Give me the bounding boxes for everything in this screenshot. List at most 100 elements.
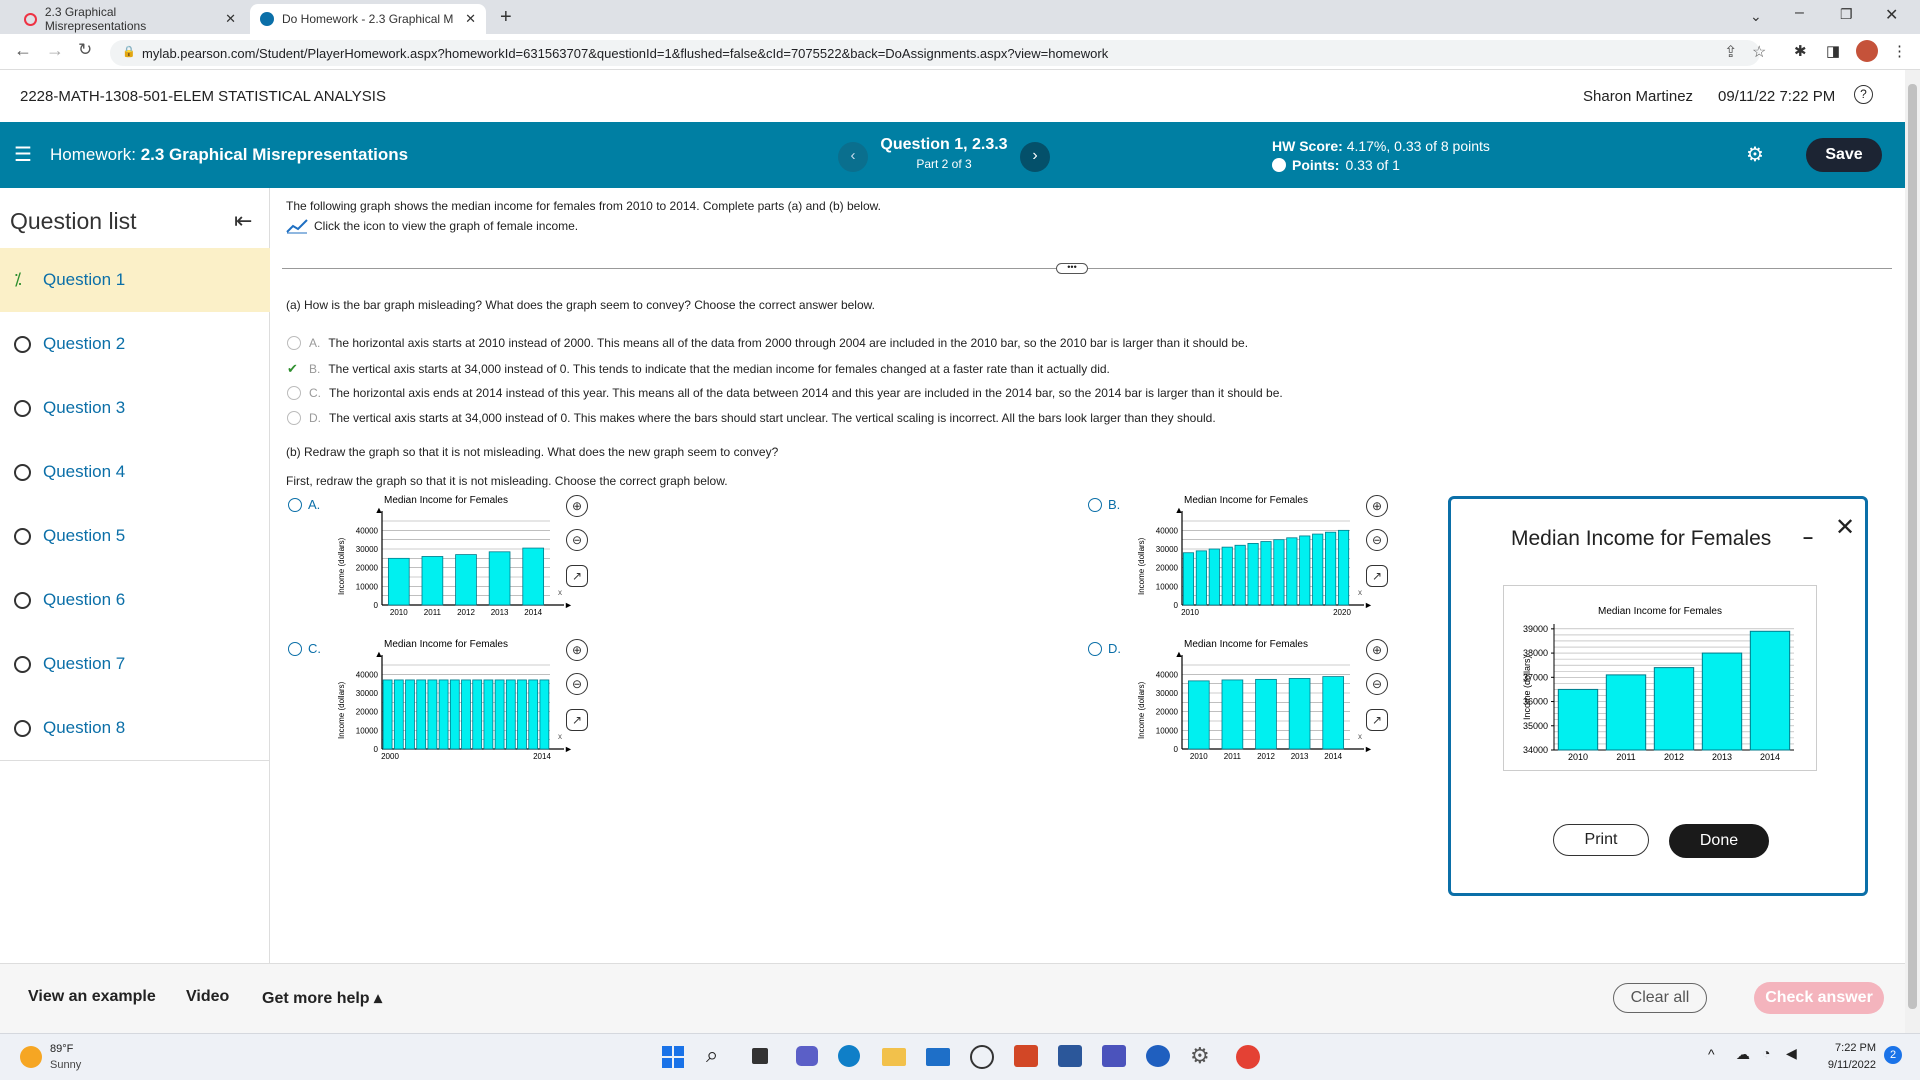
menu-icon[interactable]: ☰	[14, 144, 32, 166]
radio-button[interactable]	[287, 386, 301, 400]
forward-icon[interactable]: →	[46, 40, 64, 60]
tab-search-icon[interactable]: ⌄	[1750, 8, 1762, 24]
expand-handle[interactable]: •••	[1056, 263, 1088, 274]
zoom-out-icon[interactable]: ⊖	[566, 529, 588, 551]
weather-temp[interactable]: 89°F	[50, 1043, 74, 1055]
volume-icon[interactable]: ◀	[1786, 1045, 1797, 1061]
radio-button[interactable]	[1088, 497, 1102, 512]
sidebar-item-question-1[interactable]: ⁒ Question 1	[0, 248, 270, 312]
next-question-button[interactable]: ›	[1020, 142, 1050, 172]
close-icon[interactable]: ✕	[1835, 514, 1856, 541]
restore-icon[interactable]: ❐	[1840, 6, 1853, 22]
settings-gear-icon[interactable]: ⚙	[1746, 144, 1764, 166]
get-help-icon[interactable]	[1146, 1045, 1170, 1067]
search-icon[interactable]: ⌕	[706, 1042, 719, 1067]
correct-check-icon[interactable]: ✔	[287, 361, 298, 376]
weather-desc[interactable]: Sunny	[50, 1059, 82, 1071]
profile-avatar[interactable]	[1856, 40, 1878, 62]
graph-option-d[interactable]: D.	[1088, 641, 1121, 656]
bookmark-star-icon[interactable]: ☆	[1752, 44, 1767, 61]
prev-question-button[interactable]: ‹	[838, 142, 868, 172]
tab-close-icon[interactable]: ✕	[465, 11, 476, 26]
chart-icon[interactable]	[286, 218, 308, 234]
chrome-icon[interactable]	[1236, 1045, 1260, 1069]
sidebar-item-question-2[interactable]: Question 2	[0, 312, 270, 376]
save-button[interactable]: Save	[1806, 138, 1882, 172]
sun-icon[interactable]	[20, 1046, 42, 1068]
zoom-in-icon[interactable]: ⊕	[566, 639, 588, 661]
sidebar-item-question-8[interactable]: Question 8	[0, 696, 270, 760]
print-button[interactable]: Print	[1553, 824, 1649, 856]
url-field[interactable]: 🔒 mylab.pearson.com/Student/PlayerHomewo…	[110, 40, 1760, 66]
done-button[interactable]: Done	[1669, 824, 1769, 858]
graph-link[interactable]: Click the icon to view the graph of fema…	[286, 218, 578, 234]
task-view-icon[interactable]	[752, 1048, 768, 1064]
edge-icon[interactable]	[838, 1045, 860, 1067]
radio-button[interactable]	[288, 641, 302, 656]
graph-option-c[interactable]: C.	[288, 641, 321, 656]
extensions-icon[interactable]: ✱	[1794, 43, 1807, 60]
graph-option-b[interactable]: B.	[1088, 497, 1120, 512]
view-example-link[interactable]: View an example	[28, 988, 156, 1005]
open-new-window-icon[interactable]: ↗	[566, 709, 588, 731]
open-new-window-icon[interactable]: ↗	[1366, 565, 1388, 587]
graph-link-text[interactable]: Click the icon to view the graph of fema…	[314, 219, 579, 233]
sidebar-item-question-6[interactable]: Question 6	[0, 568, 270, 632]
sidepanel-icon[interactable]: ◨	[1826, 43, 1841, 60]
sidebar-item-question-7[interactable]: Question 7	[0, 632, 270, 696]
page-scrollbar[interactable]	[1905, 70, 1920, 1033]
browser-tab[interactable]: 2.3 Graphical Misrepresentations ✕	[14, 4, 246, 34]
user-name[interactable]: Sharon Martinez	[1583, 88, 1694, 105]
radio-button[interactable]	[287, 336, 301, 350]
radio-button[interactable]	[288, 497, 302, 512]
mail-icon[interactable]	[926, 1048, 950, 1066]
minimize-icon[interactable]: –	[1795, 4, 1804, 21]
tab-close-icon[interactable]: ✕	[225, 11, 236, 26]
radio-button[interactable]	[287, 411, 301, 425]
graph-option-a[interactable]: A.	[288, 497, 320, 512]
zoom-out-icon[interactable]: ⊖	[1366, 673, 1388, 695]
video-link[interactable]: Video	[186, 988, 230, 1005]
option-a-a[interactable]: A. The horizontal axis starts at 2010 ins…	[287, 336, 1248, 350]
tray-date[interactable]: 9/11/2022	[1827, 1059, 1876, 1071]
teams-chat-icon[interactable]	[796, 1046, 818, 1066]
onedrive-icon[interactable]: ☁	[1736, 1046, 1750, 1062]
reload-icon[interactable]: ↻	[78, 40, 93, 59]
zoom-in-icon[interactable]: ⊕	[566, 495, 588, 517]
radio-button[interactable]	[1088, 641, 1102, 656]
help-icon[interactable]: ?	[1854, 85, 1873, 104]
option-a-d[interactable]: D. The vertical axis starts at 34,000 ins…	[287, 411, 1216, 425]
minimize-icon[interactable]: –	[1803, 527, 1814, 547]
windows-start-icon[interactable]	[662, 1046, 684, 1068]
browser-menu-icon[interactable]: ⋮	[1892, 43, 1907, 60]
sidebar-item-question-5[interactable]: Question 5	[0, 504, 270, 568]
option-a-c[interactable]: C. The horizontal axis ends at 2014 inste…	[287, 386, 1283, 400]
share-icon[interactable]: ⇪	[1724, 44, 1738, 61]
settings-icon[interactable]: ⚙	[1190, 1043, 1210, 1068]
notification-badge[interactable]: 2	[1884, 1046, 1902, 1064]
word-icon[interactable]	[1058, 1045, 1082, 1067]
open-new-window-icon[interactable]: ↗	[1366, 709, 1388, 731]
zoom-in-icon[interactable]: ⊕	[1366, 639, 1388, 661]
wifi-icon[interactable]: ◔	[1762, 1045, 1771, 1061]
new-tab-icon[interactable]: +	[500, 6, 512, 28]
tray-chevron-icon[interactable]: ^	[1708, 1046, 1715, 1062]
back-icon[interactable]: ←	[14, 40, 32, 60]
powerpoint-icon[interactable]	[1014, 1045, 1038, 1067]
sidebar-item-question-3[interactable]: Question 3	[0, 376, 270, 440]
dell-icon[interactable]	[970, 1045, 994, 1069]
window-close-icon[interactable]: ✕	[1885, 7, 1899, 24]
scrollbar-thumb[interactable]	[1908, 84, 1917, 1009]
zoom-in-icon[interactable]: ⊕	[1366, 495, 1388, 517]
clear-all-button[interactable]: Clear all	[1613, 983, 1707, 1013]
zoom-out-icon[interactable]: ⊖	[1366, 529, 1388, 551]
check-answer-button[interactable]: Check answer	[1754, 982, 1884, 1014]
open-new-window-icon[interactable]: ↗	[566, 565, 588, 587]
tray-time[interactable]: 7:22 PM	[1835, 1042, 1876, 1054]
collapse-panel-icon[interactable]: ⇤	[234, 208, 253, 233]
file-explorer-icon[interactable]	[882, 1048, 906, 1066]
browser-tab-active[interactable]: Do Homework - 2.3 Graphical M ✕	[250, 4, 486, 34]
zoom-out-icon[interactable]: ⊖	[566, 673, 588, 695]
teams-icon[interactable]	[1102, 1045, 1126, 1067]
option-a-b[interactable]: ✔ B. The vertical axis starts at 34,000 in…	[287, 361, 1110, 377]
